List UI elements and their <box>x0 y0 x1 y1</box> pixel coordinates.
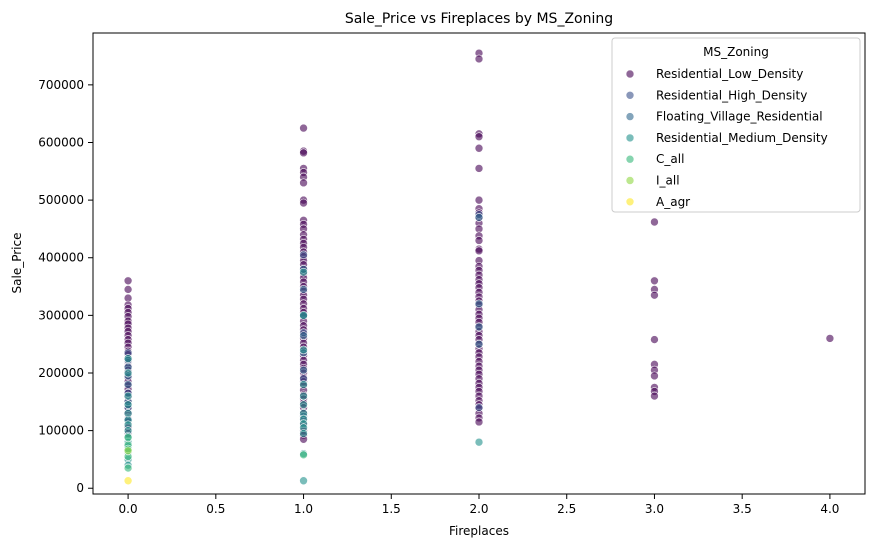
data-point <box>299 148 308 158</box>
data-point <box>299 429 308 438</box>
y-tick-label: 0 <box>76 481 84 495</box>
data-point <box>299 123 308 133</box>
y-tick-label: 600000 <box>38 135 84 149</box>
legend-label: Residential_Medium_Density <box>656 131 828 145</box>
data-point <box>299 476 308 486</box>
data-point <box>474 437 484 447</box>
x-axis-label: Fireplaces <box>449 524 509 538</box>
data-point <box>474 246 484 256</box>
data-point <box>299 267 308 277</box>
data-point <box>123 391 133 401</box>
data-point <box>299 178 308 188</box>
data-point <box>650 391 659 401</box>
legend-title: MS_Zoning <box>703 45 769 59</box>
data-point <box>299 365 308 375</box>
data-point <box>650 217 659 227</box>
legend-marker <box>625 197 635 207</box>
x-tick-label: 0.0 <box>119 502 138 516</box>
data-point <box>123 380 133 389</box>
legend-label: Residential_Low_Density <box>656 67 803 81</box>
data-point <box>474 236 484 245</box>
x-tick-label: 4.0 <box>820 502 839 516</box>
y-axis-label: Sale_Price <box>10 233 24 294</box>
x-tick-label: 2.0 <box>469 502 488 516</box>
legend-marker <box>625 69 635 79</box>
x-tick-label: 1.5 <box>382 502 401 516</box>
data-point <box>123 433 133 442</box>
data-point <box>123 446 133 456</box>
data-point <box>474 322 484 332</box>
data-point <box>299 331 308 340</box>
data-point <box>474 299 484 309</box>
y-axis: 0 100000 200000 300000 400000 500000 600000 700… <box>38 78 93 495</box>
data-point <box>299 450 308 460</box>
legend-label: Floating_Village_Residential <box>656 110 823 124</box>
data-point <box>474 164 484 173</box>
data-point <box>650 335 659 344</box>
data-point <box>474 339 484 349</box>
legend-label: C_all <box>656 152 684 166</box>
data-point <box>474 54 484 64</box>
y-tick-label: 200000 <box>38 366 84 380</box>
x-tick-label: 3.0 <box>645 502 664 516</box>
data-point <box>474 403 484 412</box>
legend-marker <box>625 91 635 100</box>
data-point <box>299 311 308 320</box>
y-tick-label: 100000 <box>38 424 84 438</box>
data-point <box>123 463 133 473</box>
legend-box <box>611 37 861 213</box>
legend-marker <box>625 112 635 121</box>
legend-label: Residential_High_Density <box>656 88 807 102</box>
data-point <box>474 132 484 142</box>
data-point <box>123 285 133 294</box>
chart-title: Sale_Price vs Fireplaces by MS_Zoning <box>345 11 613 27</box>
data-point <box>123 476 133 486</box>
data-point <box>299 345 308 355</box>
data-point <box>299 285 308 294</box>
x-tick-label: 3.5 <box>733 502 752 516</box>
legend-label: I_all <box>656 174 680 188</box>
data-point <box>474 143 484 153</box>
data-point <box>650 290 659 300</box>
legend: MS_Zoning Residential_Low_DensityResiden… <box>611 37 861 213</box>
y-tick-label: 700000 <box>38 78 84 92</box>
legend-marker <box>625 176 635 185</box>
x-tick-label: 1.0 <box>294 502 313 516</box>
legend-items: Residential_Low_Density Residential_High_… <box>625 67 828 209</box>
data-point <box>650 276 659 286</box>
y-tick-label: 300000 <box>38 308 84 322</box>
data-point <box>299 380 308 389</box>
x-axis: 0.0 0.5 1.0 1.5 2.0 2.5 3.0 3.5 4.0 <box>119 494 839 516</box>
data-point <box>474 417 484 427</box>
points-layer <box>123 48 835 486</box>
legend-marker <box>625 154 635 164</box>
data-point <box>123 354 133 363</box>
data-point <box>825 334 835 343</box>
x-tick-label: 2.5 <box>557 502 576 516</box>
data-point <box>299 250 308 260</box>
legend-marker <box>625 133 635 143</box>
y-tick-label: 400000 <box>38 251 84 265</box>
x-tick-label: 0.5 <box>206 502 225 516</box>
data-point <box>299 198 308 208</box>
data-point <box>123 400 133 409</box>
legend-label: A_agr <box>656 195 690 209</box>
data-point <box>123 368 133 378</box>
y-tick-label: 500000 <box>38 193 84 207</box>
data-point <box>474 195 484 205</box>
data-point <box>650 371 659 381</box>
data-point <box>123 276 133 286</box>
data-point <box>299 400 308 409</box>
data-point <box>474 213 484 222</box>
data-point <box>299 391 308 401</box>
